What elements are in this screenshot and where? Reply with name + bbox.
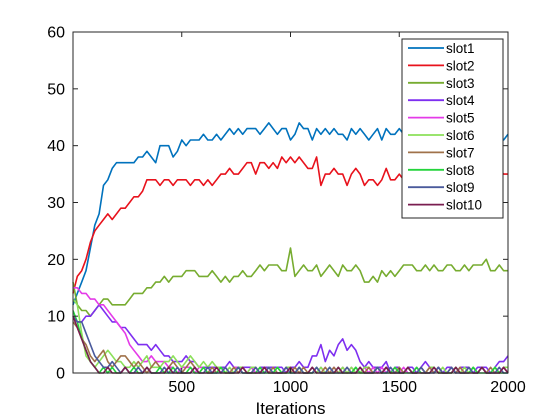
- y-tick-label: 50: [47, 81, 65, 98]
- legend-label-slot6: slot6: [446, 128, 475, 143]
- legend-label-slot5: slot5: [446, 111, 475, 126]
- legend-label-slot10: slot10: [446, 198, 482, 213]
- legend-label-slot4: slot4: [446, 93, 475, 108]
- legend-label-slot9: slot9: [446, 180, 475, 195]
- y-tick-label: 30: [47, 195, 65, 212]
- x-tick-label: 1500: [381, 379, 417, 396]
- legend-box: [401, 38, 504, 219]
- legend-label-slot7: slot7: [446, 145, 475, 160]
- y-tick-label: 10: [47, 309, 65, 326]
- legend-label-slot1: slot1: [446, 41, 475, 56]
- x-axis-title: Iterations: [256, 399, 326, 418]
- x-tick-label: 1000: [273, 379, 309, 396]
- series-line-slot8: [72, 310, 508, 374]
- series-line-slot7: [72, 321, 509, 374]
- legend-label-slot3: slot3: [446, 76, 475, 91]
- series-line-slot10: [72, 315, 509, 374]
- legend-label-slot2: slot2: [446, 58, 475, 73]
- legend: slot1 slot2 slot3 slot4 slot5 slot6 slot7 slot8…: [401, 38, 504, 219]
- x-tick-label: 500: [168, 379, 195, 396]
- y-tick-label: 60: [47, 25, 65, 42]
- y-tick-label: 40: [47, 138, 65, 155]
- x-tick-label: 2000: [490, 379, 526, 396]
- legend-label-slot8: slot8: [446, 163, 475, 178]
- y-tick-label: 0: [56, 366, 65, 383]
- series-line-slot5: [73, 286, 509, 374]
- y-tick-label: 20: [47, 252, 65, 269]
- series-line-slot3: [72, 247, 508, 318]
